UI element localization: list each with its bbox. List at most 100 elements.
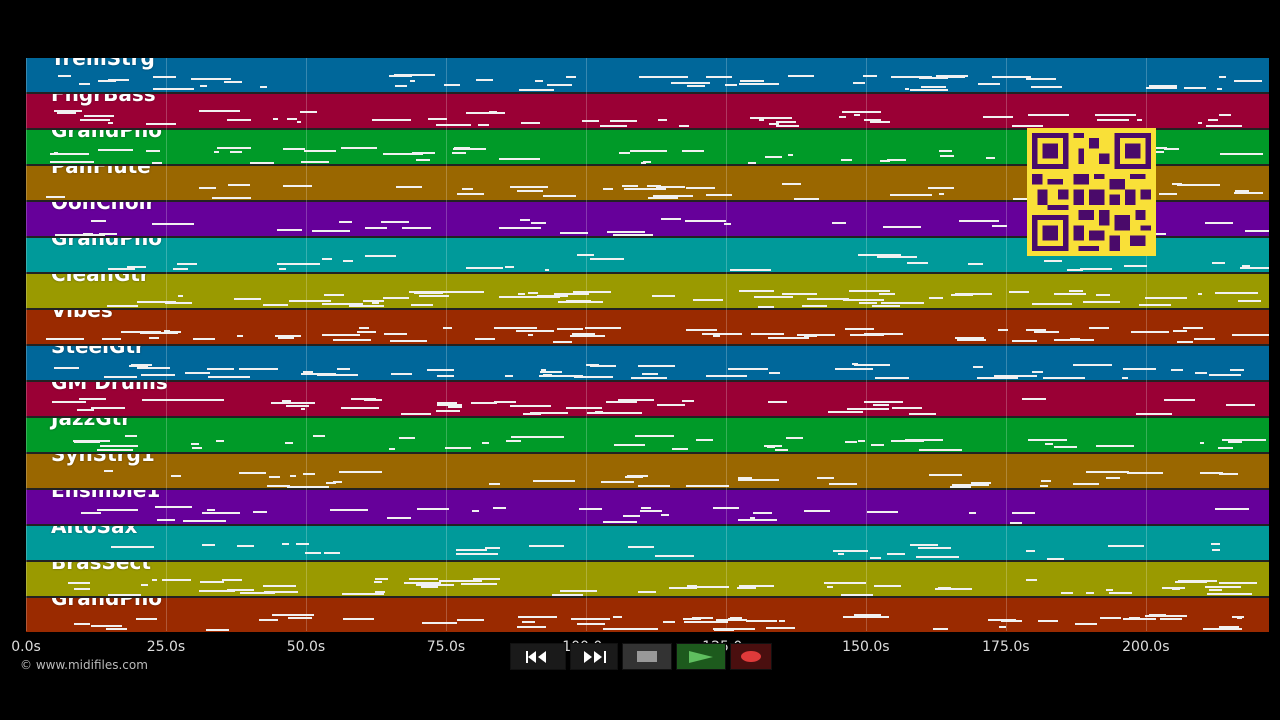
midi-note [782,183,801,186]
midi-note [505,375,513,378]
track-lane[interactable]: SynStrg1 [26,454,1269,488]
midi-note [973,365,983,368]
midi-note [1082,301,1120,304]
midi-note [456,619,484,622]
midi-note [230,151,242,154]
midi-note [613,233,653,236]
midi-note [520,122,540,125]
track-lane[interactable]: Vibes [26,310,1269,344]
midi-note [1079,268,1112,271]
midi-note [330,509,368,512]
midi-note [682,399,695,402]
track-lane[interactable]: AltoSax [26,526,1269,560]
midi-note [767,446,776,449]
midi-note [613,443,645,446]
midi-note [416,158,430,161]
midi-note [586,412,605,415]
midi-note [326,482,336,485]
track-lane[interactable]: TremStrg [26,58,1269,92]
midi-note [374,578,389,581]
midi-note [282,400,292,403]
midi-note [840,593,868,596]
play-button[interactable] [676,643,726,670]
fast-forward-button[interactable] [570,643,618,670]
midi-note [1028,438,1068,441]
track-lane[interactable]: GrandPno [26,598,1269,632]
midi-note [410,304,433,307]
midi-note [107,304,139,307]
record-button[interactable] [730,643,772,670]
track-lane[interactable]: JazzGtr [26,418,1269,452]
midi-note [842,616,864,619]
midi-note [533,296,561,299]
midi-note [745,620,778,623]
midi-note [50,152,89,155]
track-lane[interactable]: FngrBass [26,94,1269,128]
midi-note [554,293,590,296]
midi-note [767,337,810,340]
midi-note [920,85,946,88]
midi-note [951,483,990,486]
midi-note [520,218,531,221]
midi-note [97,509,139,512]
midi-note [685,485,730,488]
midi-note [1122,617,1157,620]
midi-note [870,443,884,446]
midi-note [499,157,523,160]
fast-forward-icon [584,650,606,663]
midi-note [1233,191,1264,194]
midi-note [713,507,739,510]
track-lane[interactable]: CleanGtr [26,274,1269,308]
midi-note [1009,290,1029,293]
midi-note [1160,618,1182,621]
midi-note [343,259,354,262]
midi-note [96,448,134,451]
midi-note [1085,592,1095,595]
midi-note [250,161,274,164]
midi-note [170,474,182,477]
midi-note [223,80,242,83]
midi-note [882,226,921,229]
midi-note [90,624,123,627]
midi-note [622,185,639,188]
midi-note [539,374,583,377]
midi-note [1218,473,1238,476]
track-name: Ensmble1 [51,490,161,502]
midi-note [402,227,432,230]
midi-note [877,256,918,259]
midi-note [590,364,617,367]
midi-note [1199,441,1205,444]
track-lane[interactable]: Ensmble1 [26,490,1269,524]
midi-note [311,229,351,232]
track-lane[interactable]: GM Drums [26,382,1269,416]
midi-note [1099,616,1122,619]
midi-note [1123,265,1147,268]
midi-note [725,84,738,87]
midi-note [343,617,374,620]
midi-note [1207,118,1219,121]
midi-note [313,434,325,437]
stop-button[interactable] [622,643,672,670]
midi-note [528,291,539,294]
midi-note [489,483,500,486]
track-lane[interactable]: BrasSect [26,562,1269,596]
midi-note [1148,84,1178,87]
midi-note [332,339,371,342]
midi-note [1095,294,1111,297]
midi-note [296,121,301,124]
midi-note [322,333,360,336]
midi-note [296,543,309,546]
midi-note [1039,485,1048,488]
rewind-button[interactable] [510,643,566,670]
midi-note [471,402,497,405]
midi-note [803,510,830,513]
midi-note [1214,292,1259,295]
midi-note [269,476,280,479]
midi-note [388,448,395,451]
midi-note [750,116,792,119]
midi-note [672,447,688,450]
midi-note [702,333,743,336]
track-lane[interactable]: SteelGtr [26,346,1269,380]
midi-note [363,299,384,302]
grid-line [1005,58,1007,631]
